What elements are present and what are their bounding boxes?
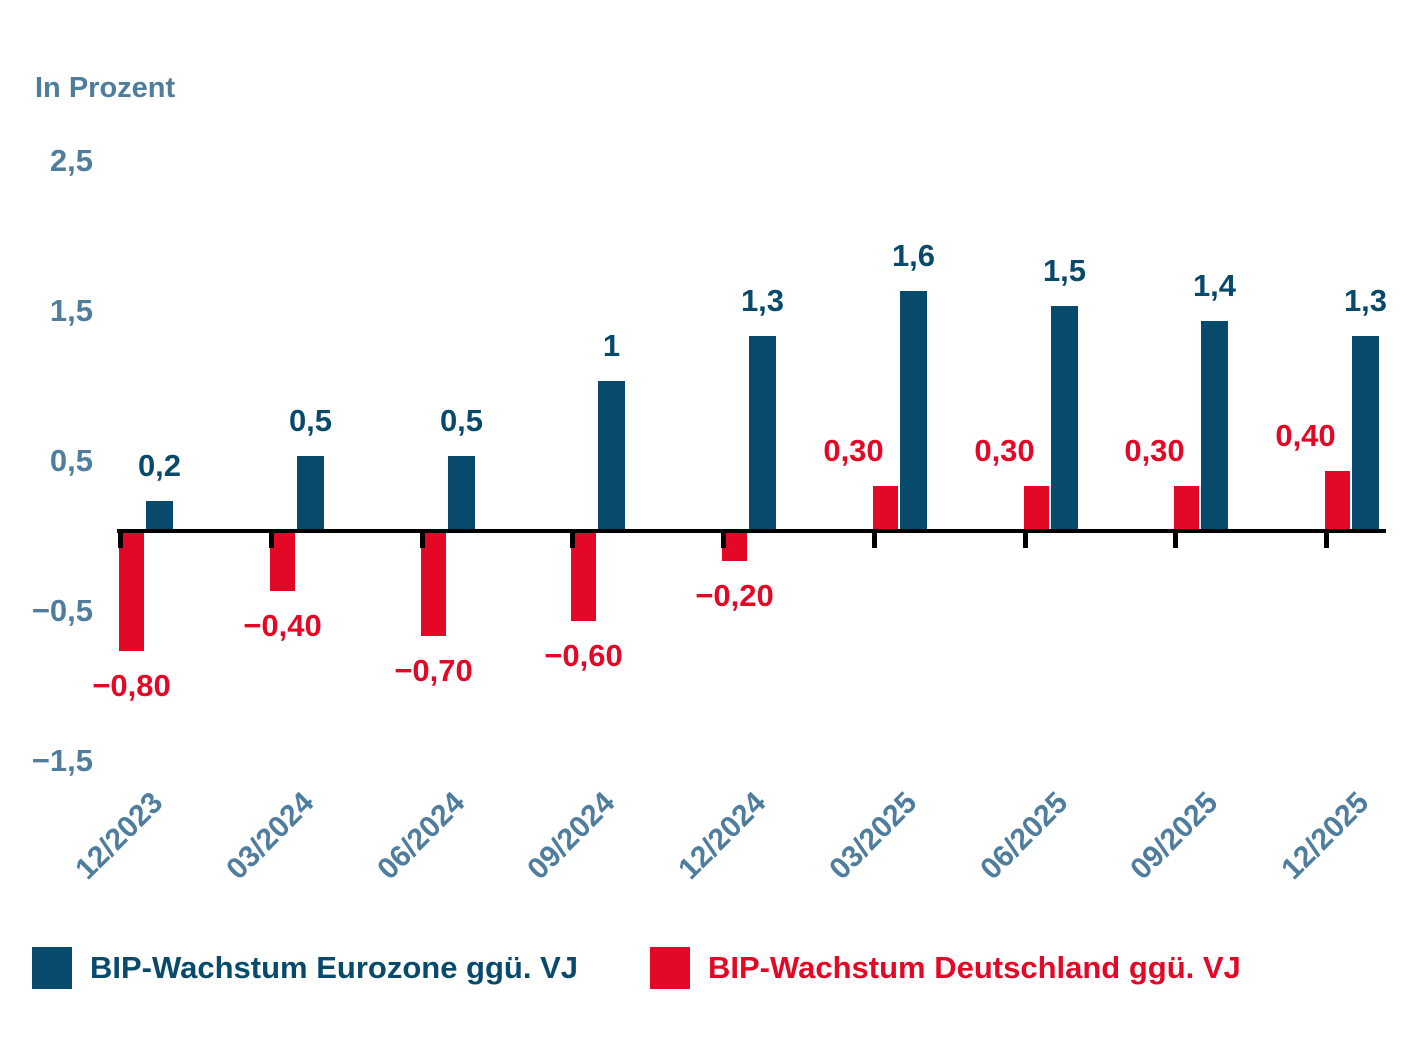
legend-label-deutschland: BIP-Wachstum Deutschland ggü. VJ [708, 950, 1241, 985]
bar-eurozone-09/2025 [1201, 321, 1228, 531]
value-label-eurozone-12/2024: 1,3 [740, 283, 785, 318]
bar-deutschland-09/2025 [1174, 486, 1199, 531]
value-label-deutschland-03/2024: −0,40 [243, 608, 322, 643]
x-axis-tick [872, 533, 877, 548]
bar-deutschland-12/2024 [722, 531, 747, 561]
y-tick-label: 0,5 [49, 443, 93, 478]
x-axis-tick [118, 533, 123, 548]
deutschland-swatch-icon [650, 947, 690, 989]
value-label-deutschland-12/2023: −0,80 [92, 668, 171, 703]
x-axis-tick [1173, 533, 1178, 548]
x-axis-tick [269, 533, 274, 548]
value-label-eurozone-09/2025: 1,4 [1192, 268, 1237, 303]
x-axis-tick [1023, 533, 1028, 548]
value-label-deutschland-06/2025: 0,30 [974, 433, 1035, 468]
bar-eurozone-06/2024 [448, 456, 475, 531]
y-axis-unit-label: In Prozent [35, 72, 176, 104]
x-axis-tick [570, 533, 575, 548]
bar-eurozone-09/2024 [598, 381, 625, 531]
value-label-eurozone-03/2024: 0,5 [288, 403, 333, 438]
legend-label-eurozone: BIP-Wachstum Eurozone ggü. VJ [90, 950, 578, 985]
value-label-eurozone-09/2024: 1 [602, 328, 621, 363]
y-tick-label: −1,5 [31, 743, 93, 778]
value-label-eurozone-06/2024: 0,5 [439, 403, 484, 438]
x-axis-tick [721, 533, 726, 548]
eurozone-swatch-icon [32, 947, 72, 989]
bar-deutschland-03/2024 [270, 531, 295, 591]
value-label-eurozone-12/2023: 0,2 [137, 448, 182, 483]
bar-eurozone-03/2025 [900, 291, 927, 531]
bar-eurozone-03/2024 [297, 456, 324, 531]
legend-item-deutschland: BIP-Wachstum Deutschland ggü. VJ [650, 946, 1241, 990]
legend: BIP-Wachstum Eurozone ggü. VJ BIP-Wachst… [0, 946, 1407, 992]
x-axis-tick [420, 533, 425, 548]
x-axis-tick [1324, 533, 1329, 548]
y-tick-label: −0,5 [31, 593, 93, 628]
value-label-eurozone-06/2025: 1,5 [1042, 253, 1087, 288]
y-tick-label: 1,5 [49, 293, 93, 328]
bar-eurozone-12/2023 [146, 501, 173, 531]
bar-deutschland-06/2025 [1024, 486, 1049, 531]
bar-eurozone-06/2025 [1051, 306, 1078, 531]
bar-deutschland-09/2024 [571, 531, 596, 621]
legend-item-eurozone: BIP-Wachstum Eurozone ggü. VJ [32, 946, 578, 990]
value-label-deutschland-12/2025: 0,40 [1275, 418, 1336, 453]
bar-deutschland-06/2024 [421, 531, 446, 636]
bar-deutschland-12/2025 [1325, 471, 1350, 531]
value-label-deutschland-03/2025: 0,30 [823, 433, 884, 468]
bar-deutschland-03/2025 [873, 486, 898, 531]
value-label-deutschland-09/2025: 0,30 [1124, 433, 1185, 468]
value-label-eurozone-03/2025: 1,6 [891, 238, 936, 273]
bar-deutschland-12/2023 [119, 531, 144, 651]
value-label-deutschland-06/2024: −0,70 [394, 653, 473, 688]
y-tick-label: 2,5 [49, 143, 93, 178]
value-label-deutschland-12/2024: −0,20 [695, 578, 774, 613]
bar-eurozone-12/2024 [749, 336, 776, 531]
bar-eurozone-12/2025 [1352, 336, 1379, 531]
value-label-deutschland-09/2024: −0,60 [544, 638, 623, 673]
value-label-eurozone-12/2025: 1,3 [1343, 283, 1388, 318]
x-axis-line [117, 529, 1386, 533]
